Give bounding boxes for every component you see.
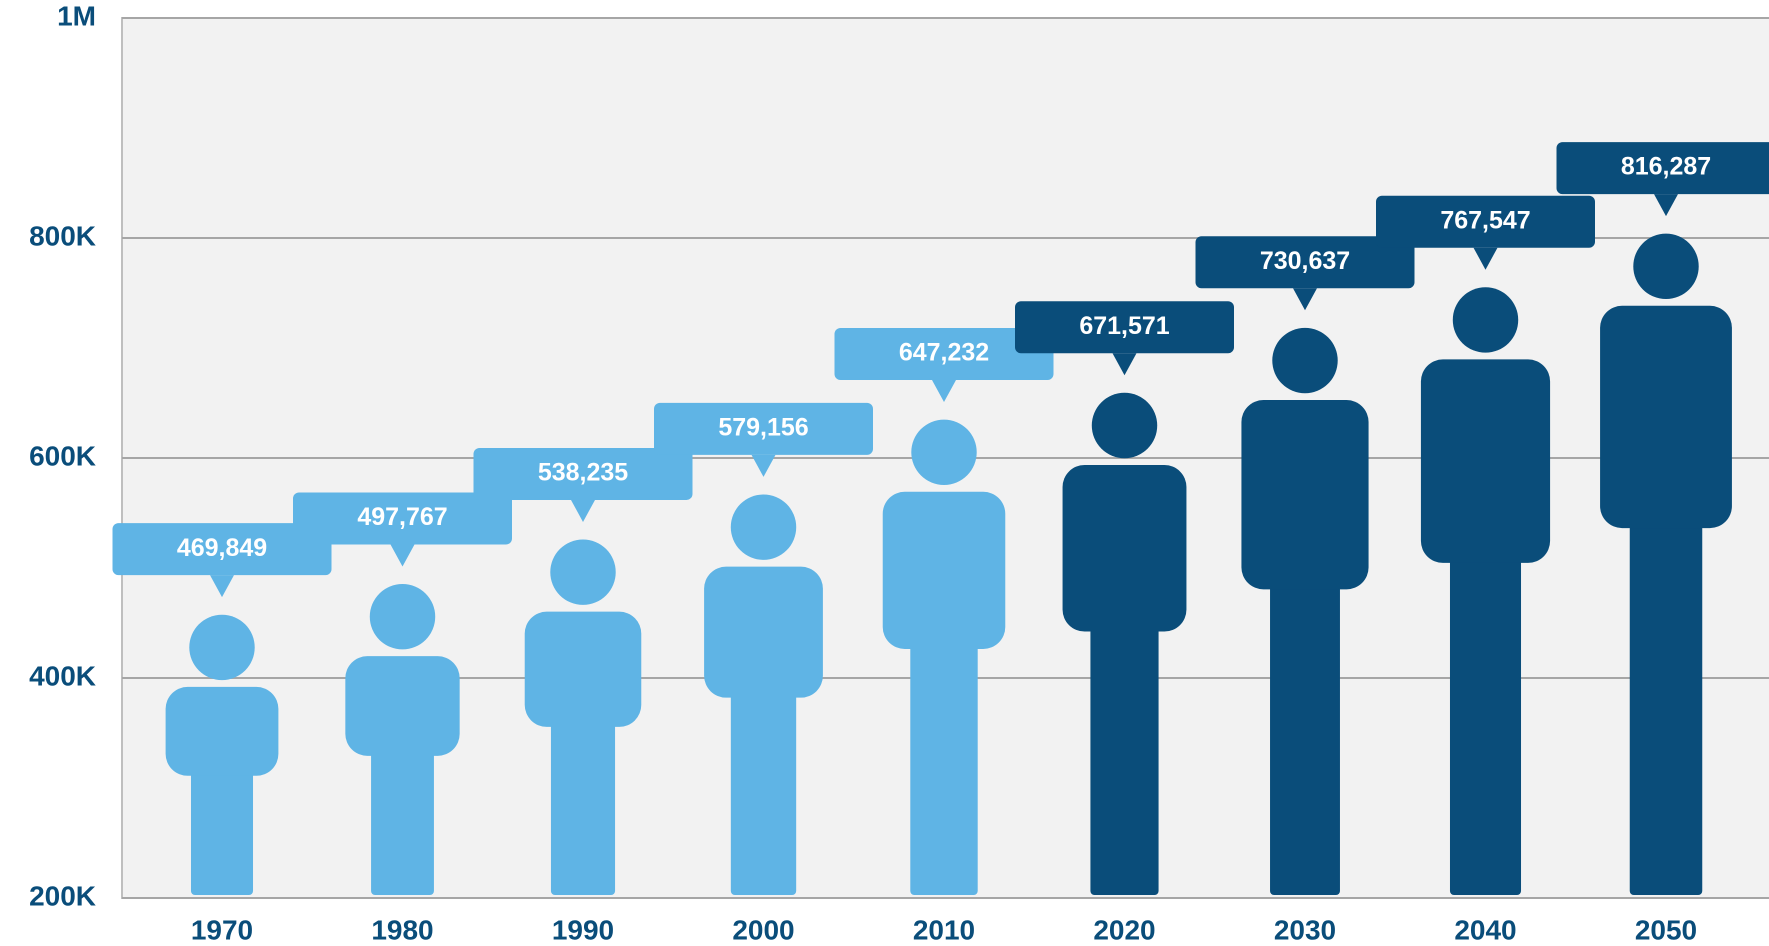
x-tick-label: 1980: [371, 914, 433, 945]
callout-box: [654, 402, 873, 455]
callout-box: [1195, 236, 1415, 289]
x-tick-label: 1990: [552, 914, 614, 945]
figure-head: [1091, 392, 1158, 459]
figure-body: [345, 656, 460, 756]
figure-body: [1420, 359, 1551, 563]
callout: [1654, 194, 1678, 217]
figure-body: [882, 491, 1006, 649]
value-label: 469,849: [177, 534, 267, 562]
y-tick-label: 400K: [29, 660, 96, 691]
x-tick-label: 2050: [1635, 914, 1697, 945]
figure-body: [165, 686, 279, 776]
callout: [1293, 288, 1317, 311]
callout-box: [112, 523, 332, 576]
x-tick-label: 2000: [732, 914, 794, 945]
y-tick-label: 200K: [29, 880, 96, 911]
callout: [571, 499, 595, 522]
value-label: 767,547: [1440, 206, 1530, 234]
callout-box: [1376, 195, 1595, 248]
figure-legs: [1449, 552, 1522, 895]
callout-box: [473, 447, 693, 500]
y-tick-label: 800K: [29, 220, 96, 251]
callout: [751, 454, 776, 477]
figure-legs: [910, 638, 978, 895]
value-label: 497,767: [357, 503, 447, 531]
figure-head: [369, 583, 436, 650]
value-label: 647,232: [899, 339, 989, 367]
callout: [210, 575, 234, 598]
figure-body: [524, 611, 642, 727]
figure-legs: [190, 765, 254, 895]
callout-box: [293, 492, 512, 545]
x-tick-label: 2010: [913, 914, 975, 945]
figure-legs: [1090, 621, 1159, 895]
figure-head: [1633, 233, 1699, 300]
figure-legs: [1270, 579, 1340, 895]
figure-body: [1062, 464, 1187, 632]
callout: [390, 544, 415, 567]
figure-head: [911, 419, 977, 486]
callout-box: [834, 328, 1054, 381]
figure-body: [1241, 400, 1369, 590]
figure-body: [1600, 305, 1732, 529]
y-tick-label: 1M: [57, 0, 96, 31]
x-tick-label: 2030: [1274, 914, 1336, 945]
callout-box: [1015, 301, 1234, 354]
figure-head: [730, 494, 797, 560]
x-tick-label: 2040: [1454, 914, 1516, 945]
figure-head: [1452, 287, 1519, 353]
figure-head: [1272, 327, 1338, 394]
figure-body: [704, 566, 823, 698]
value-label: 579,156: [718, 414, 808, 442]
value-label: 538,235: [538, 459, 628, 487]
figure-legs: [371, 745, 434, 895]
callout: [932, 380, 956, 403]
callout-box: [1556, 142, 1769, 195]
figure-head: [189, 614, 255, 681]
figure-legs: [1629, 518, 1703, 895]
figure-legs: [730, 687, 797, 895]
value-label: 816,287: [1621, 153, 1711, 181]
value-label: 671,571: [1079, 312, 1169, 340]
callout: [1473, 247, 1498, 270]
value-label: 730,637: [1260, 247, 1350, 275]
y-tick-label: 600K: [29, 440, 96, 471]
figure-legs: [550, 716, 616, 895]
figure-head: [550, 539, 616, 605]
x-tick-label: 1970: [191, 914, 253, 945]
callout: [1112, 353, 1137, 376]
x-tick-label: 2020: [1093, 914, 1155, 945]
